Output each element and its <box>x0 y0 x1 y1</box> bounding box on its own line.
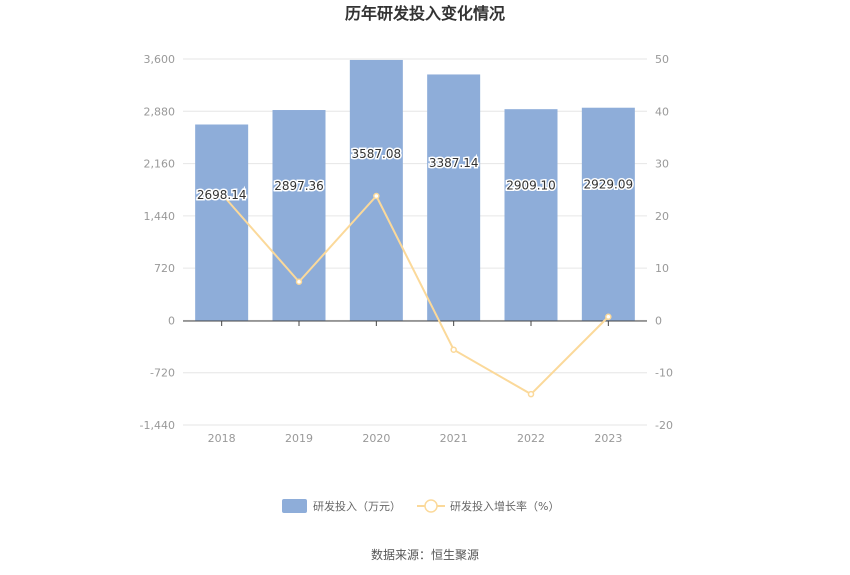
legend-bar-swatch <box>282 499 307 513</box>
y-right-tick-label: 30 <box>655 158 669 171</box>
chart-title: 历年研发投入变化情况 <box>345 4 505 23</box>
y-left-tick-label: 0 <box>168 314 175 327</box>
bar <box>581 107 635 321</box>
x-tick-label: 2023 <box>594 432 622 445</box>
x-tick-label: 2018 <box>208 432 236 445</box>
x-tick-label: 2019 <box>285 432 313 445</box>
source-note: 数据来源：恒生聚源 <box>371 547 479 562</box>
line-series <box>218 190 612 398</box>
y-right-tick-label: 50 <box>655 53 669 66</box>
bar-series <box>195 59 635 322</box>
x-axis: 2018 2019 2020 2021 2022 2023 <box>208 321 622 445</box>
legend-bar-label: 研发投入（万元） <box>313 499 401 513</box>
growth-line <box>220 193 610 396</box>
y-left-tick-label: 3,600 <box>144 53 176 66</box>
y-right-tick-label: -20 <box>655 419 673 432</box>
line-point <box>373 192 380 200</box>
line-point <box>295 278 303 285</box>
y-right-tick-label: 0 <box>655 314 662 327</box>
bar-data-label: 2897.36 <box>274 179 324 193</box>
x-tick-label: 2020 <box>362 432 390 445</box>
y-right-tick-label: -10 <box>655 367 673 380</box>
bar-data-label: 2698.14 <box>197 188 247 202</box>
line-point <box>450 346 457 353</box>
x-tick-label: 2022 <box>517 432 545 445</box>
bar <box>504 109 558 321</box>
y-left-tick-label: 2,160 <box>144 158 176 171</box>
bar <box>427 74 481 321</box>
line-point <box>218 190 225 198</box>
bar-data-label: 3387.14 <box>429 156 479 170</box>
bar-data-label: 2909.10 <box>506 178 556 192</box>
grid <box>183 58 647 426</box>
legend: 研发投入（万元） 研发投入增长率（%） <box>282 499 559 513</box>
y-left-tick-label: 1,440 <box>144 210 176 223</box>
bar-data-labels: 2698.14 2897.36 3587.08 3387.14 2909.10 2929.… <box>195 145 634 203</box>
legend-line-marker <box>424 499 438 513</box>
bar <box>349 59 403 322</box>
bar <box>272 110 326 321</box>
y-right-tick-label: 20 <box>655 210 669 223</box>
line-point <box>605 313 612 321</box>
legend-line-label: 研发投入增长率（%） <box>450 499 559 513</box>
y-left-tick-label: -1,440 <box>140 419 175 432</box>
y-right-tick-label: 10 <box>655 262 669 275</box>
bar <box>195 124 249 321</box>
y-left-tick-label: 2,880 <box>144 105 176 118</box>
y-left-tick-label: -720 <box>150 367 175 380</box>
bar-data-label: 3587.08 <box>352 147 402 161</box>
y-right-tick-label: 40 <box>655 105 669 118</box>
bar-data-label: 2929.09 <box>584 178 634 192</box>
y-axis-right: 50 40 30 20 10 0 -10 -20 <box>655 53 673 432</box>
legend-item-bar[interactable]: 研发投入（万元） <box>282 499 401 513</box>
legend-item-line[interactable]: 研发投入增长率（%） <box>417 499 559 513</box>
y-left-tick-label: 720 <box>154 262 175 275</box>
y-axis-left: 3,600 2,880 2,160 1,440 720 0 -720 -1,440 <box>140 53 175 432</box>
line-point <box>527 390 535 398</box>
x-tick-label: 2021 <box>440 432 468 445</box>
